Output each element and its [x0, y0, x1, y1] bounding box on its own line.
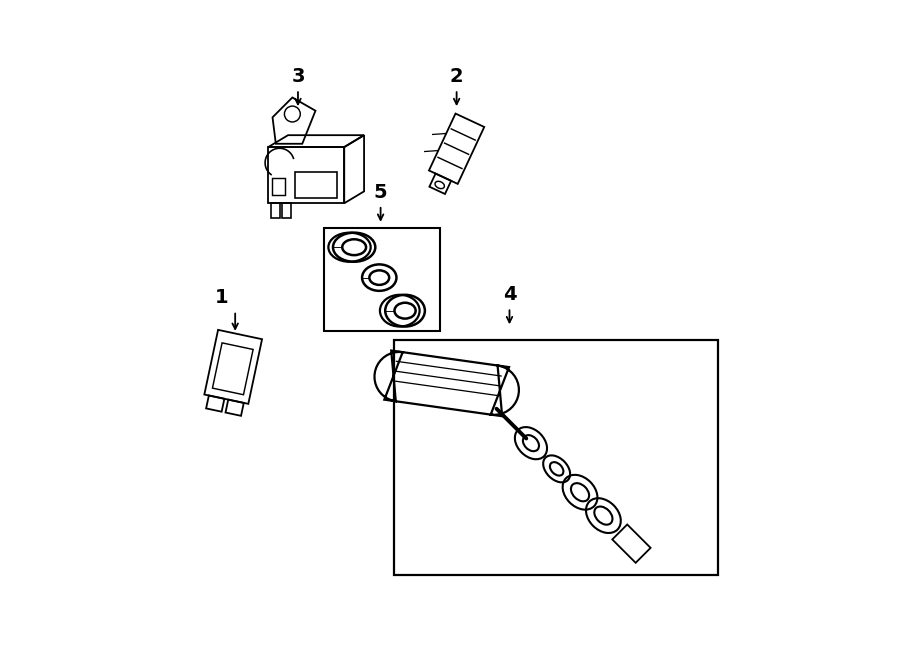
- Text: 3: 3: [292, 67, 305, 86]
- Text: 2: 2: [450, 67, 464, 86]
- Text: 1: 1: [215, 288, 229, 307]
- Text: 4: 4: [503, 285, 517, 304]
- Bar: [394, 340, 717, 575]
- Bar: [324, 228, 440, 330]
- Text: 5: 5: [374, 182, 387, 202]
